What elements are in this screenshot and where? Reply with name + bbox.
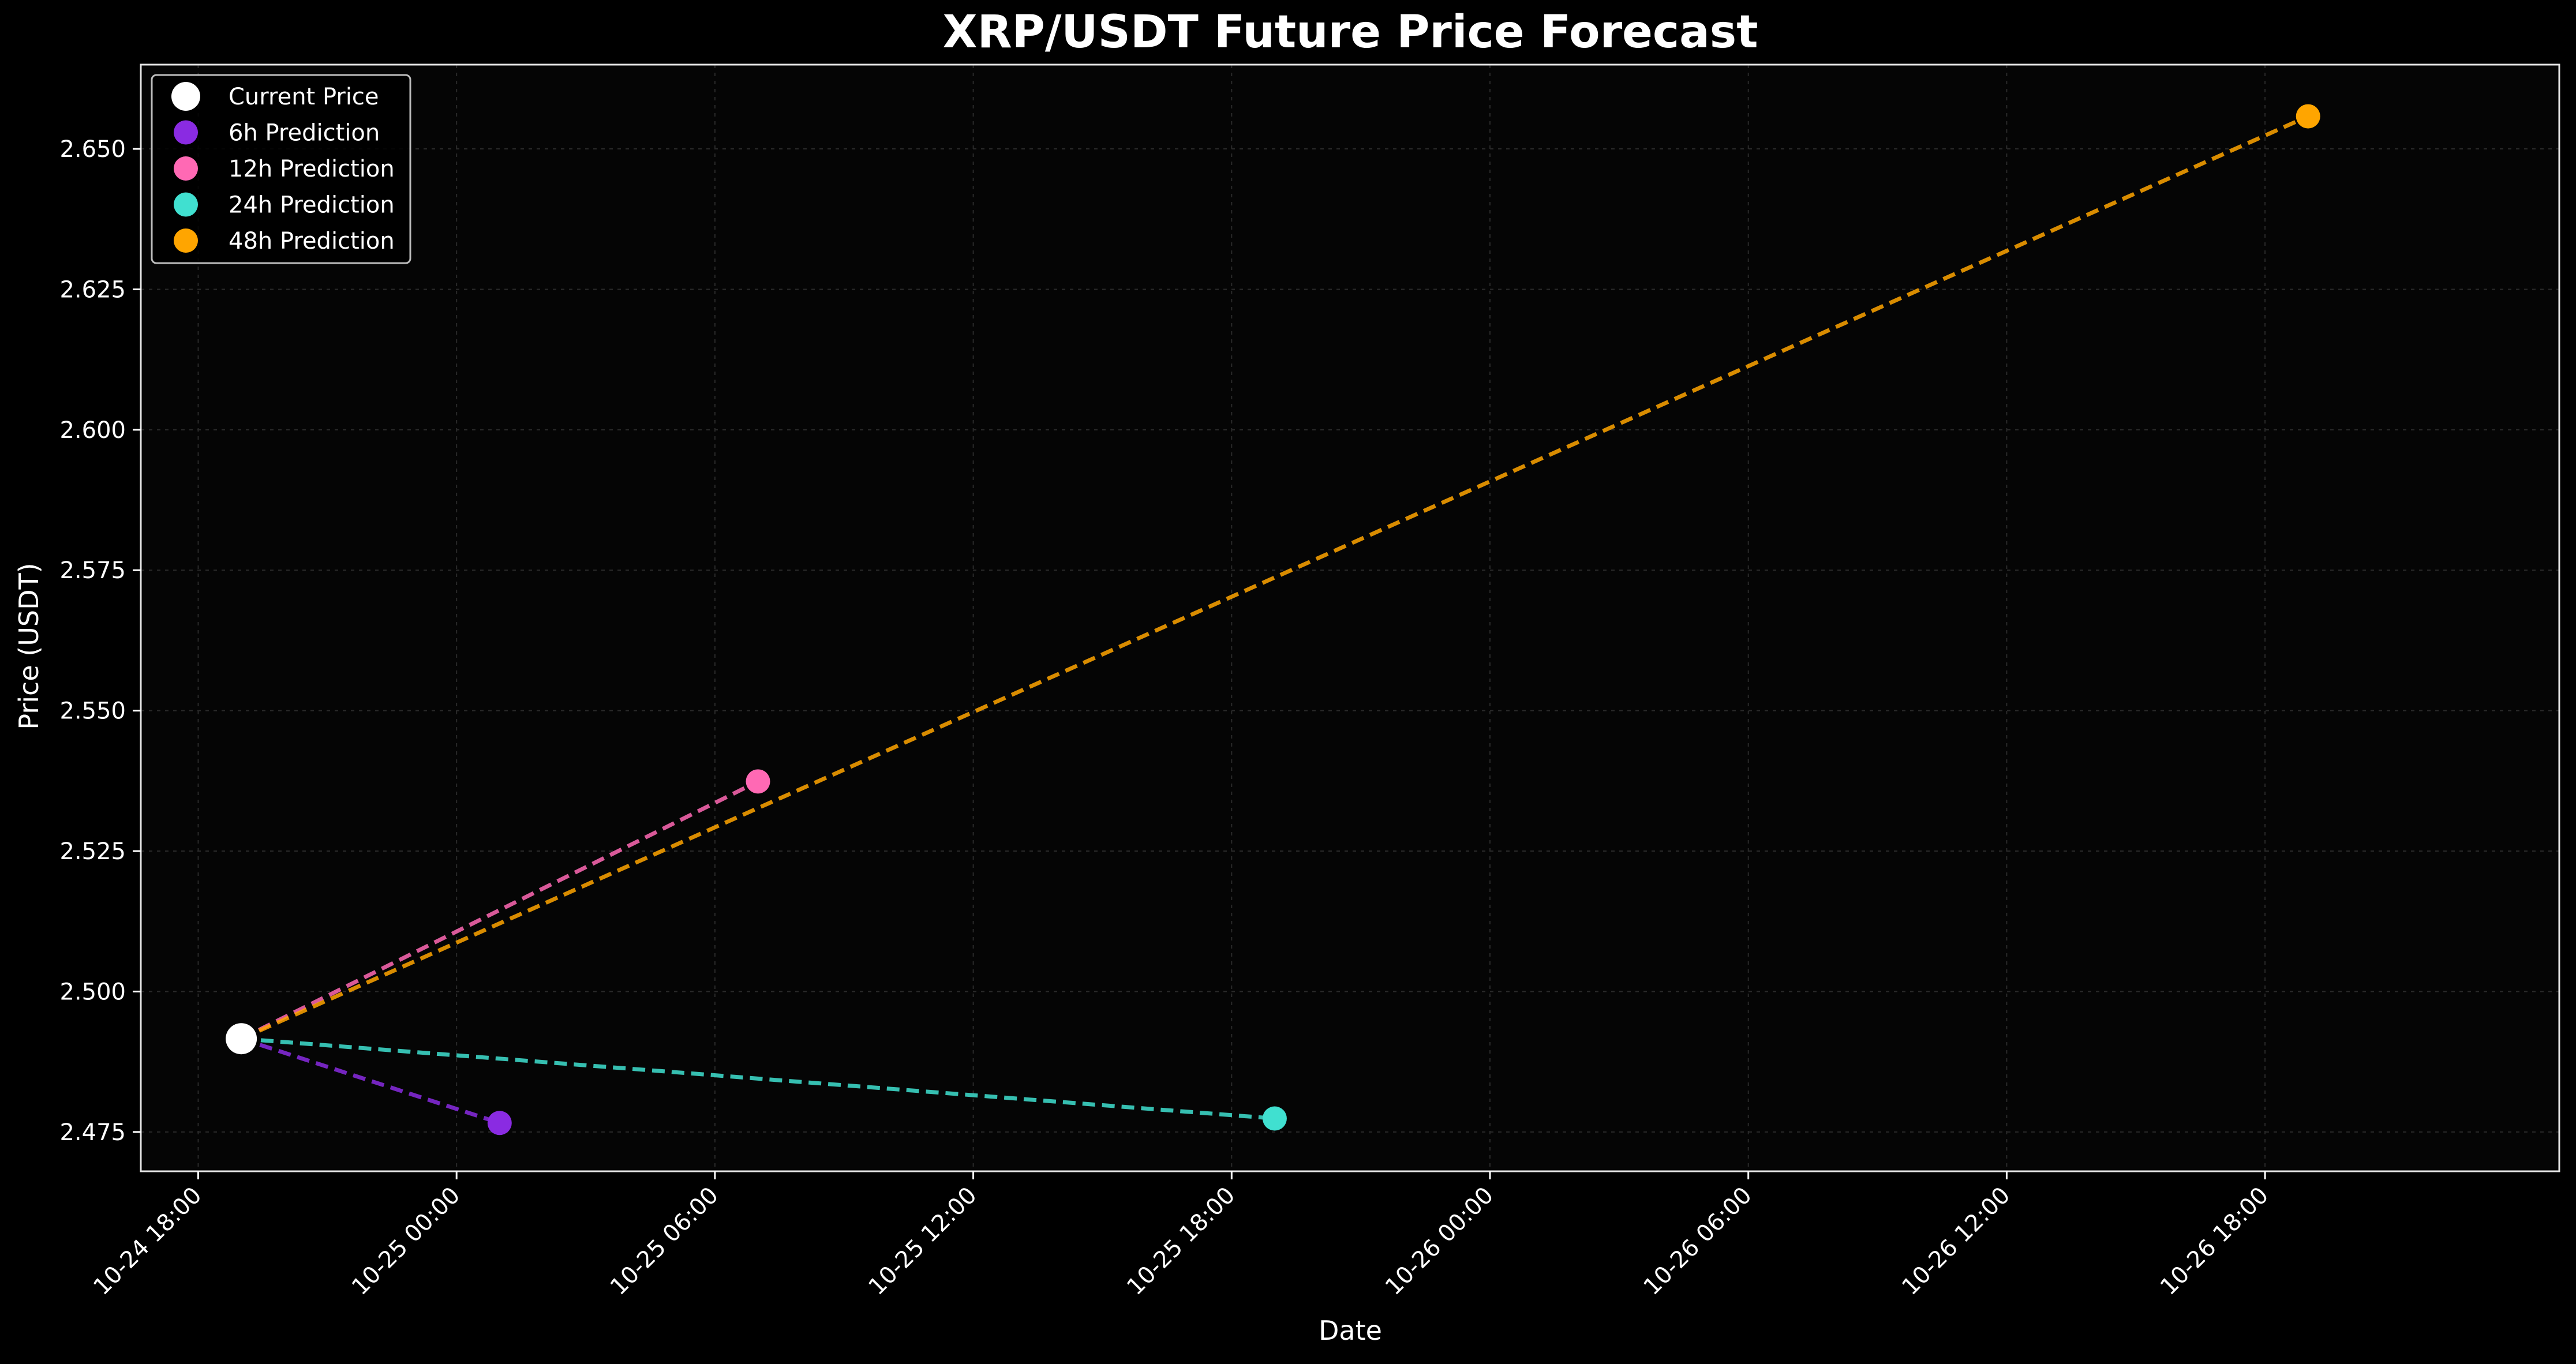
- prediction-point: [2296, 104, 2320, 129]
- y-tick-label: 2.575: [59, 557, 126, 584]
- y-tick-label: 2.600: [59, 417, 126, 444]
- y-tick-label: 2.525: [59, 838, 126, 865]
- legend: Current Price 6h Prediction 12h Prediction…: [151, 74, 411, 264]
- legend-label: 24h Prediction: [229, 192, 395, 219]
- legend-label: 48h Prediction: [229, 228, 395, 254]
- series-points: [226, 104, 2320, 1136]
- prediction-line: [241, 1036, 500, 1125]
- series-lines: [240, 114, 2309, 1125]
- legend-label: Current Price: [229, 84, 379, 110]
- prediction-line: [240, 114, 2309, 1041]
- plot-frame: [140, 63, 2560, 1172]
- plot-background: [141, 65, 2559, 1171]
- y-axis-label: Price (USDT): [13, 563, 44, 729]
- prediction-line: [240, 780, 759, 1041]
- legend-label: 12h Prediction: [229, 156, 395, 182]
- y-tick-label: 2.625: [59, 276, 126, 303]
- prediction-point: [1262, 1106, 1287, 1131]
- y-tick-label: 2.500: [59, 979, 126, 1005]
- y-tick-label: 2.650: [59, 136, 126, 163]
- chart-title: XRP/USDT Future Price Forecast: [942, 6, 1758, 58]
- y-tick-label: 2.550: [59, 698, 126, 725]
- x-axis-label: Date: [1319, 1315, 1382, 1346]
- current-price-point: [226, 1023, 257, 1055]
- legend-marker: [171, 82, 200, 111]
- legend-marker: [174, 156, 198, 181]
- plot-area: [140, 63, 2560, 1172]
- legend-marker: [174, 120, 198, 145]
- y-axis-ticks: 2.475 2.500 2.525 2.550 2.575 2.600 2.625 2.650: [59, 136, 141, 1146]
- legend-items: Current Price 6h Prediction 12h Prediction…: [171, 82, 395, 254]
- prediction-point: [487, 1111, 512, 1136]
- legend-label: 6h Prediction: [229, 120, 380, 147]
- prediction-point: [746, 769, 770, 794]
- legend-marker: [174, 192, 198, 217]
- legend-marker: [174, 228, 198, 253]
- prediction-line: [241, 1036, 1275, 1121]
- grid: [141, 65, 2559, 1171]
- y-tick-label: 2.475: [59, 1119, 126, 1146]
- legend-frame: [151, 74, 411, 264]
